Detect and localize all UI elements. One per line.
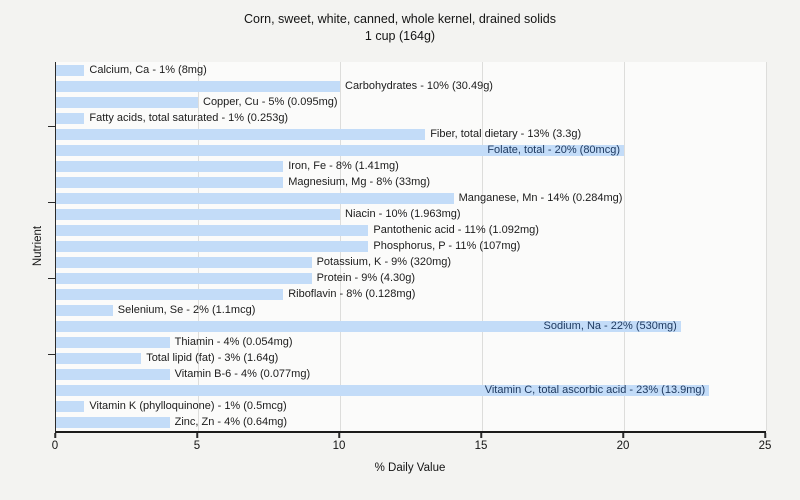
bar-label: Niacin - 10% (1.963mg) xyxy=(345,207,461,220)
bar-row: Magnesium, Mg - 8% (33mg) xyxy=(56,174,766,190)
bar-label: Phosphorus, P - 11% (107mg) xyxy=(373,239,521,252)
x-axis-label: % Daily Value xyxy=(374,462,446,474)
bar-row: Manganese, Mn - 14% (0.284mg) xyxy=(56,190,766,206)
bar-row: Potassium, K - 9% (320mg) xyxy=(56,255,766,271)
bar-label: Iron, Fe - 8% (1.41mg) xyxy=(288,159,399,172)
x-tick-label: 0 xyxy=(51,440,59,452)
gridline xyxy=(624,62,625,431)
bar xyxy=(56,321,681,333)
bar-label: Vitamin K (phylloquinone) - 1% (0.5mcg) xyxy=(89,400,287,413)
bar-row: Vitamin C, total ascorbic acid - 23% (13… xyxy=(56,383,766,399)
bar-row: Zinc, Zn - 4% (0.64mg) xyxy=(56,415,766,431)
bar-row: Total lipid (fat) - 3% (1.64g) xyxy=(56,351,766,367)
bar-row: Copper, Cu - 5% (0.095mg) xyxy=(56,94,766,110)
chart-title: Corn, sweet, white, canned, whole kernel… xyxy=(244,12,556,26)
x-tick-mark xyxy=(54,433,56,438)
x-tick-label: 15 xyxy=(474,440,488,452)
bar-label: Folate, total - 20% (80mcg) xyxy=(487,143,620,156)
bar-row: Iron, Fe - 8% (1.41mg) xyxy=(56,158,766,174)
bar-label: Copper, Cu - 5% (0.095mg) xyxy=(203,95,338,108)
chart-subtitle: 1 cup (164g) xyxy=(364,29,436,43)
bar xyxy=(56,417,170,429)
bar-label: Vitamin C, total ascorbic acid - 23% (13… xyxy=(484,384,706,397)
bar xyxy=(56,401,85,413)
bar-label: Selenium, Se - 2% (1.1mcg) xyxy=(117,304,256,317)
gridline xyxy=(766,62,767,431)
x-tick-mark xyxy=(480,433,482,438)
bar-row: Riboflavin - 8% (0.128mg) xyxy=(56,287,766,303)
x-tick-mark xyxy=(338,433,340,438)
x-tick-label: 5 xyxy=(193,440,201,452)
bar-label: Riboflavin - 8% (0.128mg) xyxy=(288,288,416,301)
bar-row: Vitamin B-6 - 4% (0.077mg) xyxy=(56,367,766,383)
y-tick-mark xyxy=(48,353,55,356)
bar-label: Potassium, K - 9% (320mg) xyxy=(316,256,452,269)
bar-label: Thiamin - 4% (0.054mg) xyxy=(174,336,293,349)
bar-row: Carbohydrates - 10% (30.49g) xyxy=(56,78,766,94)
x-tick-mark xyxy=(764,433,766,438)
plot-area: Calcium, Ca - 1% (8mg) Carbohydrates - 10… xyxy=(48,62,767,433)
y-tick-mark xyxy=(48,277,55,280)
y-tick-mark xyxy=(48,125,55,128)
bar-row: Thiamin - 4% (0.054mg) xyxy=(56,335,766,351)
x-tick-mark xyxy=(196,433,198,438)
bar xyxy=(56,337,170,349)
bar xyxy=(56,273,312,285)
bar-row: Fiber, total dietary - 13% (3.3g) xyxy=(56,126,766,142)
bar-row: Pantothenic acid - 11% (1.092mg) xyxy=(56,222,766,238)
bar-row: Protein - 9% (4.30g) xyxy=(56,271,766,287)
bar xyxy=(56,192,454,204)
y-tick-mark xyxy=(48,201,55,204)
bar xyxy=(56,144,624,156)
bar-row: Folate, total - 20% (80mcg) xyxy=(56,142,766,158)
bar-row: Selenium, Se - 2% (1.1mcg) xyxy=(56,303,766,319)
bar-row: Vitamin K (phylloquinone) - 1% (0.5mcg) xyxy=(56,399,766,415)
y-axis-label: Nutrient xyxy=(32,225,44,267)
bar-label: Magnesium, Mg - 8% (33mg) xyxy=(288,175,431,188)
bar-label: Protein - 9% (4.30g) xyxy=(316,272,416,285)
bar xyxy=(56,305,113,317)
bar xyxy=(56,224,369,236)
x-tick-label: 25 xyxy=(758,440,772,452)
x-tick-label: 10 xyxy=(332,440,346,452)
bar xyxy=(56,64,85,76)
bar-row: Fatty acids, total saturated - 1% (0.253… xyxy=(56,110,766,126)
bar xyxy=(56,240,369,252)
bar-label: Calcium, Ca - 1% (8mg) xyxy=(89,63,207,76)
bar-label: Sodium, Na - 22% (530mg) xyxy=(543,320,677,333)
bar-label: Pantothenic acid - 11% (1.092mg) xyxy=(373,223,539,236)
bar xyxy=(56,208,340,220)
bar xyxy=(56,353,142,365)
x-axis: 0 5 10 15 20 25 xyxy=(51,433,771,459)
bar-label: Total lipid (fat) - 3% (1.64g) xyxy=(146,352,279,365)
chart-title-block: Corn, sweet, white, canned, whole kernel… xyxy=(0,11,800,45)
x-tick-mark xyxy=(622,433,624,438)
bar-row: Calcium, Ca - 1% (8mg) xyxy=(56,62,766,78)
bar xyxy=(56,385,710,397)
bar xyxy=(56,289,284,301)
bar xyxy=(56,112,85,124)
bar-row: Phosphorus, P - 11% (107mg) xyxy=(56,238,766,254)
x-tick-label: 20 xyxy=(616,440,630,452)
bar-label: Manganese, Mn - 14% (0.284mg) xyxy=(458,191,623,204)
bar xyxy=(56,369,170,381)
bar xyxy=(56,160,284,172)
bar-row: Sodium, Na - 22% (530mg) xyxy=(56,319,766,335)
bar xyxy=(56,257,312,269)
bar xyxy=(56,80,340,92)
bar xyxy=(56,96,198,108)
bar-row: Niacin - 10% (1.963mg) xyxy=(56,206,766,222)
bar-label: Carbohydrates - 10% (30.49g) xyxy=(345,79,493,92)
bar xyxy=(56,176,284,188)
bar-label: Fatty acids, total saturated - 1% (0.253… xyxy=(89,111,289,124)
bar-label: Zinc, Zn - 4% (0.64mg) xyxy=(174,416,288,429)
bar-label: Fiber, total dietary - 13% (3.3g) xyxy=(430,127,582,140)
bar xyxy=(56,128,426,140)
bar-label: Vitamin B-6 - 4% (0.077mg) xyxy=(174,368,311,381)
gridline xyxy=(482,62,483,431)
